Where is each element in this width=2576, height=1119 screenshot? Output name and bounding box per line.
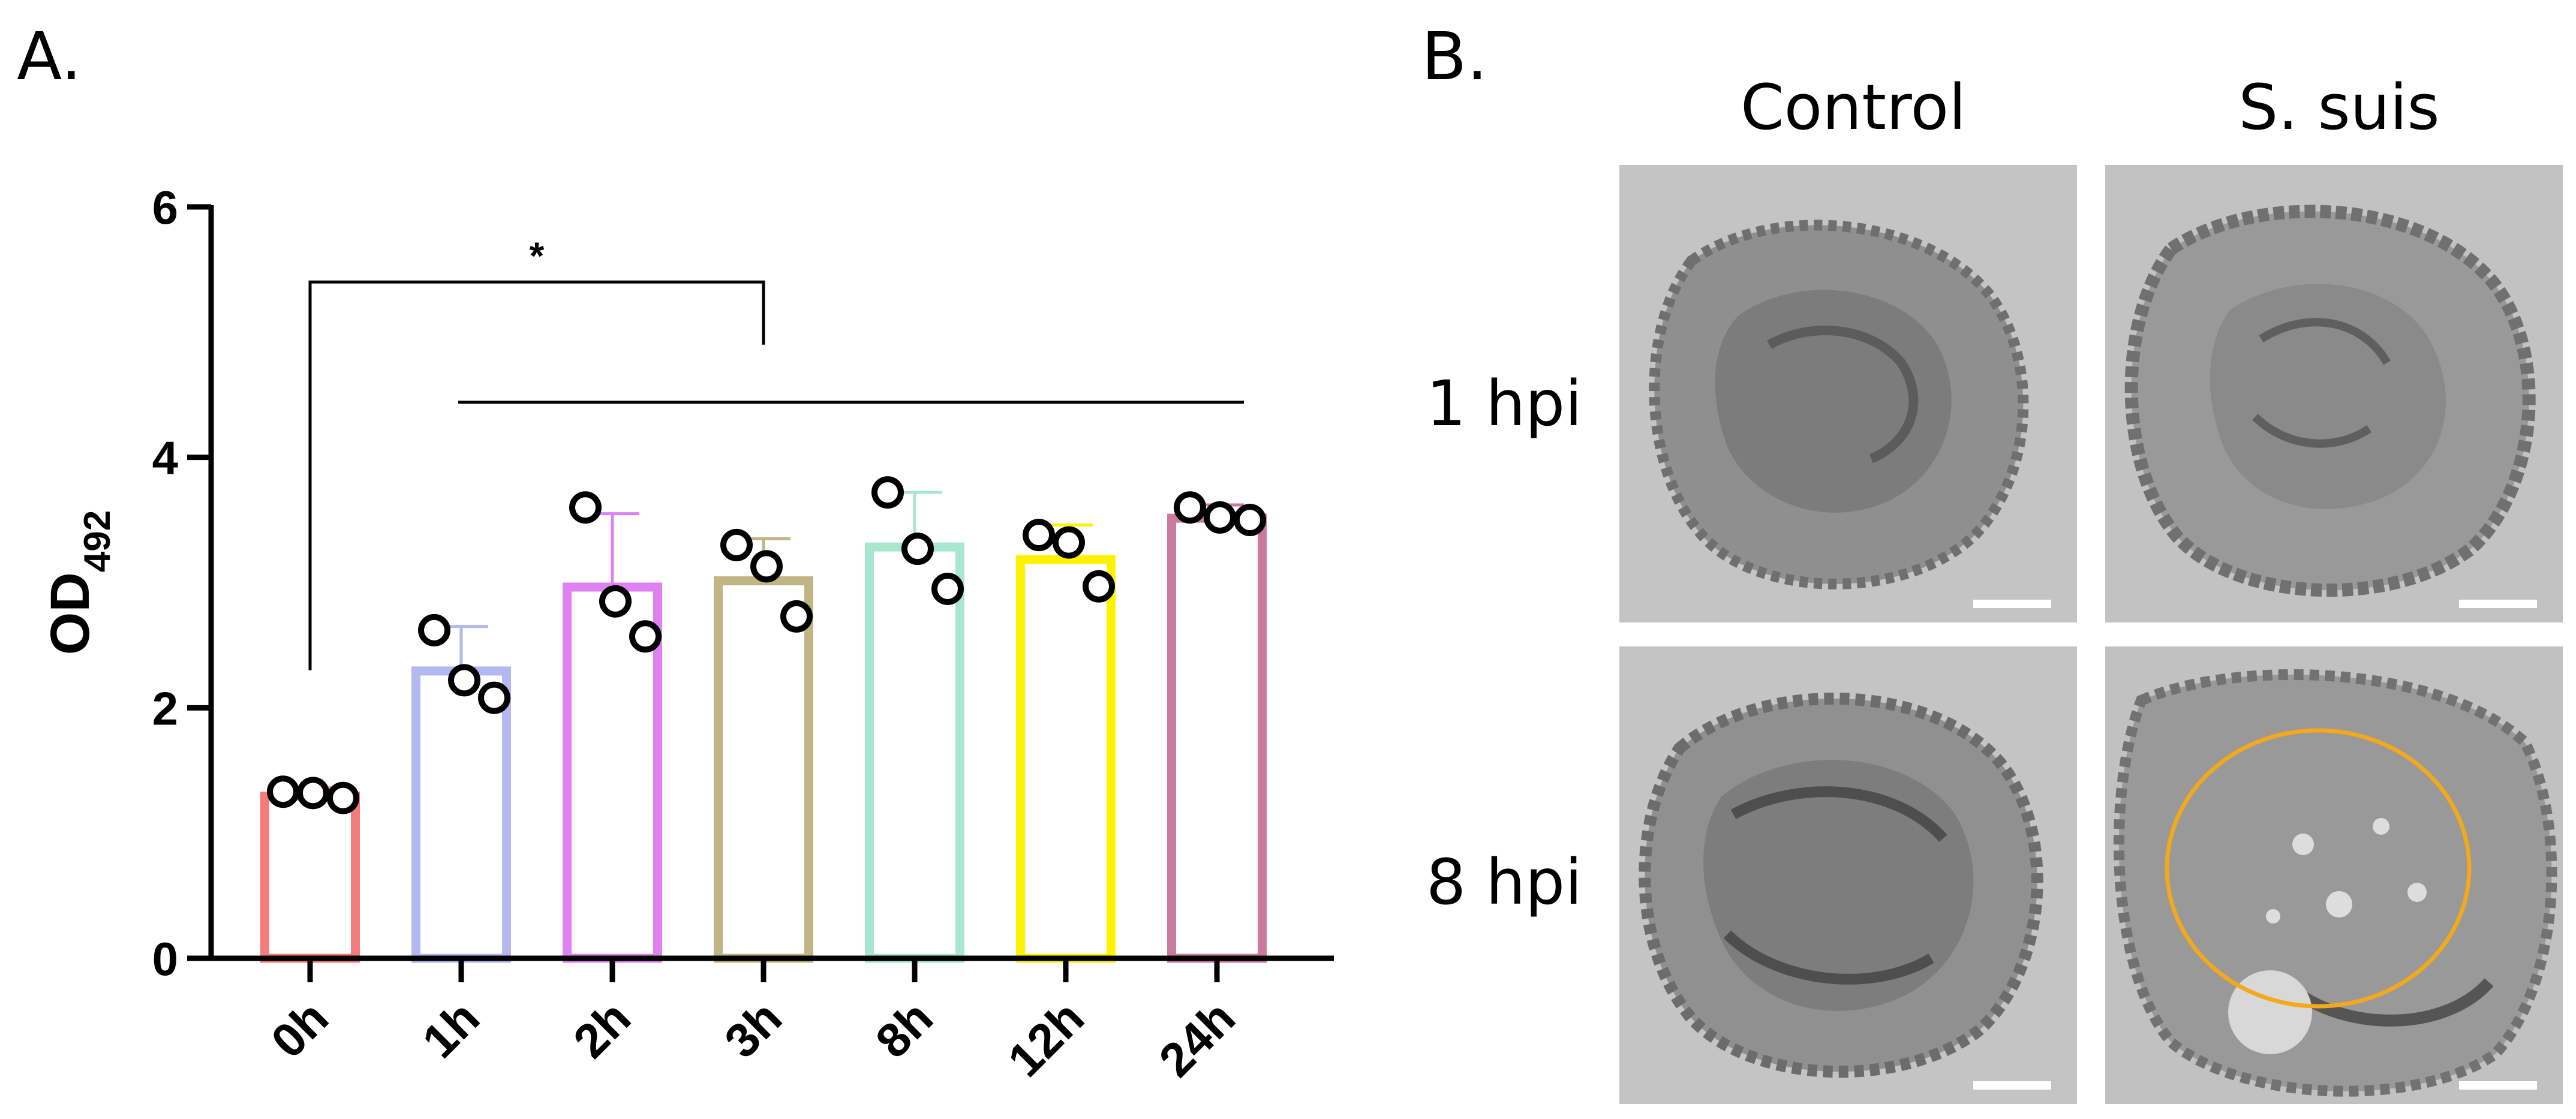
bar-8h [865, 542, 964, 963]
data-point-24h [1234, 504, 1266, 537]
row-header-1hpi: 1 hpi [1426, 367, 1583, 440]
x-tick-label-0h: 0h [261, 991, 338, 1068]
x-tick-label-3h: 3h [714, 991, 792, 1068]
panel-label-b: B. [1421, 18, 1488, 95]
data-point-1h [418, 613, 450, 646]
significance-star: * [530, 234, 545, 277]
significance-bracket [308, 280, 765, 670]
panel-label-a: A. [17, 18, 82, 95]
x-tick-label-12h: 12h [998, 991, 1094, 1087]
y-tick-label: 4 [152, 432, 178, 485]
data-point-3h [780, 600, 813, 633]
data-point-8h [871, 476, 904, 509]
data-point-3h [720, 528, 753, 561]
bar-1h [411, 666, 511, 963]
data-point-8h [901, 533, 934, 565]
bar-12h [1016, 555, 1116, 963]
data-point-2h [569, 491, 602, 524]
data-point-12h [1083, 570, 1115, 603]
data-point-12h [1053, 526, 1085, 559]
data-point-2h [599, 585, 632, 618]
y-tick-label: 0 [152, 932, 178, 985]
highlight-ellipse [2165, 728, 2472, 1009]
x-tick-label-8h: 8h [865, 991, 943, 1068]
y-axis-label: OD492 [40, 510, 118, 655]
em-image-control-1hpi [1619, 165, 2077, 622]
row-header-8hpi: 8 hpi [1426, 846, 1583, 919]
column-header-control: Control [1741, 71, 1966, 144]
em-image-control-8hpi [1619, 646, 2077, 1104]
em-image-s-suis-1hpi [2105, 165, 2563, 622]
y-tick-label: 2 [152, 682, 178, 735]
y-tick-label: 6 [152, 181, 178, 234]
bar-3h [714, 576, 813, 963]
bar-0h [260, 792, 360, 963]
data-point-0h [297, 777, 329, 810]
x-tick-label-2h: 2h [563, 991, 641, 1068]
data-point-24h [1174, 491, 1206, 524]
data-point-1h [448, 664, 480, 697]
x-tick-label-24h: 24h [1149, 991, 1245, 1087]
data-point-0h [327, 781, 359, 814]
bar-chart: 0 2 4 6 0h 1h 2h 3h 8h 12h 24h OD492 * [40, 181, 1334, 1087]
bar-24h [1167, 513, 1267, 963]
em-image-s-suis-8hpi [2105, 646, 2563, 1104]
data-point-2h [629, 620, 662, 653]
data-point-8h [931, 572, 964, 605]
data-point-24h [1204, 501, 1236, 534]
data-point-1h [478, 681, 510, 714]
data-point-3h [750, 550, 783, 583]
data-point-0h [267, 775, 299, 808]
data-point-12h [1023, 519, 1055, 552]
column-header-s-suis: S. suis [2238, 71, 2440, 144]
x-tick-label-1h: 1h [412, 991, 489, 1068]
